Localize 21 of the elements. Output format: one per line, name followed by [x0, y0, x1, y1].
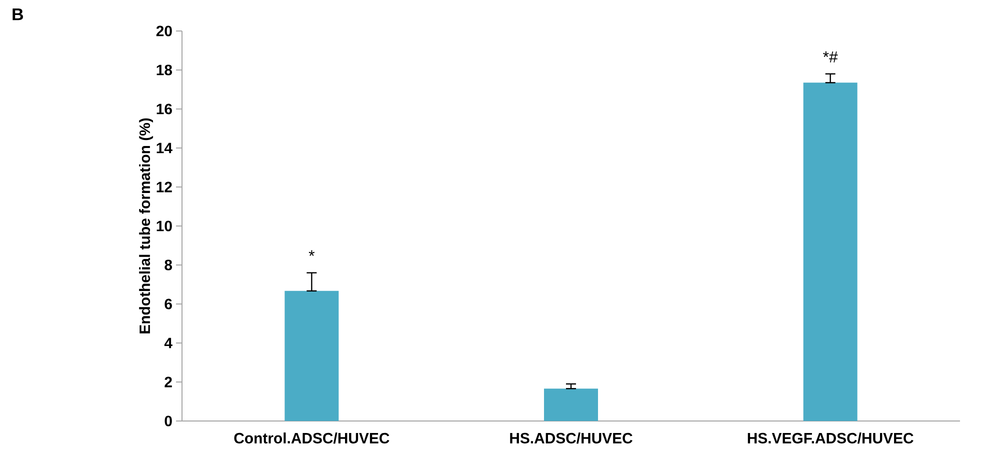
- bar: [284, 290, 339, 421]
- x-tick-label: HS.VEGF.ADSC/HUVEC: [748, 432, 914, 444]
- y-tick-label: 20: [156, 26, 172, 36]
- text: B: [12, 8, 23, 20]
- y-tick-label: 14: [156, 142, 172, 154]
- y-tick-label: 12: [156, 182, 172, 192]
- y-tick-label: 2: [164, 376, 172, 388]
- annotation: *#: [823, 51, 838, 62]
- y-tick-label: 6: [164, 298, 172, 310]
- y-tick-label: 18: [156, 64, 172, 76]
- x-tick-label: HS.ADSC/HUVEC: [510, 432, 632, 444]
- bar: [803, 82, 858, 421]
- y-tick-label: 10: [156, 220, 172, 232]
- y-tick-label: 0: [164, 416, 172, 426]
- y-tick-label: 4: [164, 338, 172, 348]
- annotation: *: [308, 250, 315, 256]
- y-axis-title: Endothelial tube formation (%): [139, 118, 154, 334]
- y-tick-label: 8: [164, 260, 172, 270]
- y-tick-label: 16: [156, 104, 172, 114]
- x-tick-label: Control.ADSC/HUVEC: [234, 432, 390, 444]
- bar: [544, 388, 598, 421]
